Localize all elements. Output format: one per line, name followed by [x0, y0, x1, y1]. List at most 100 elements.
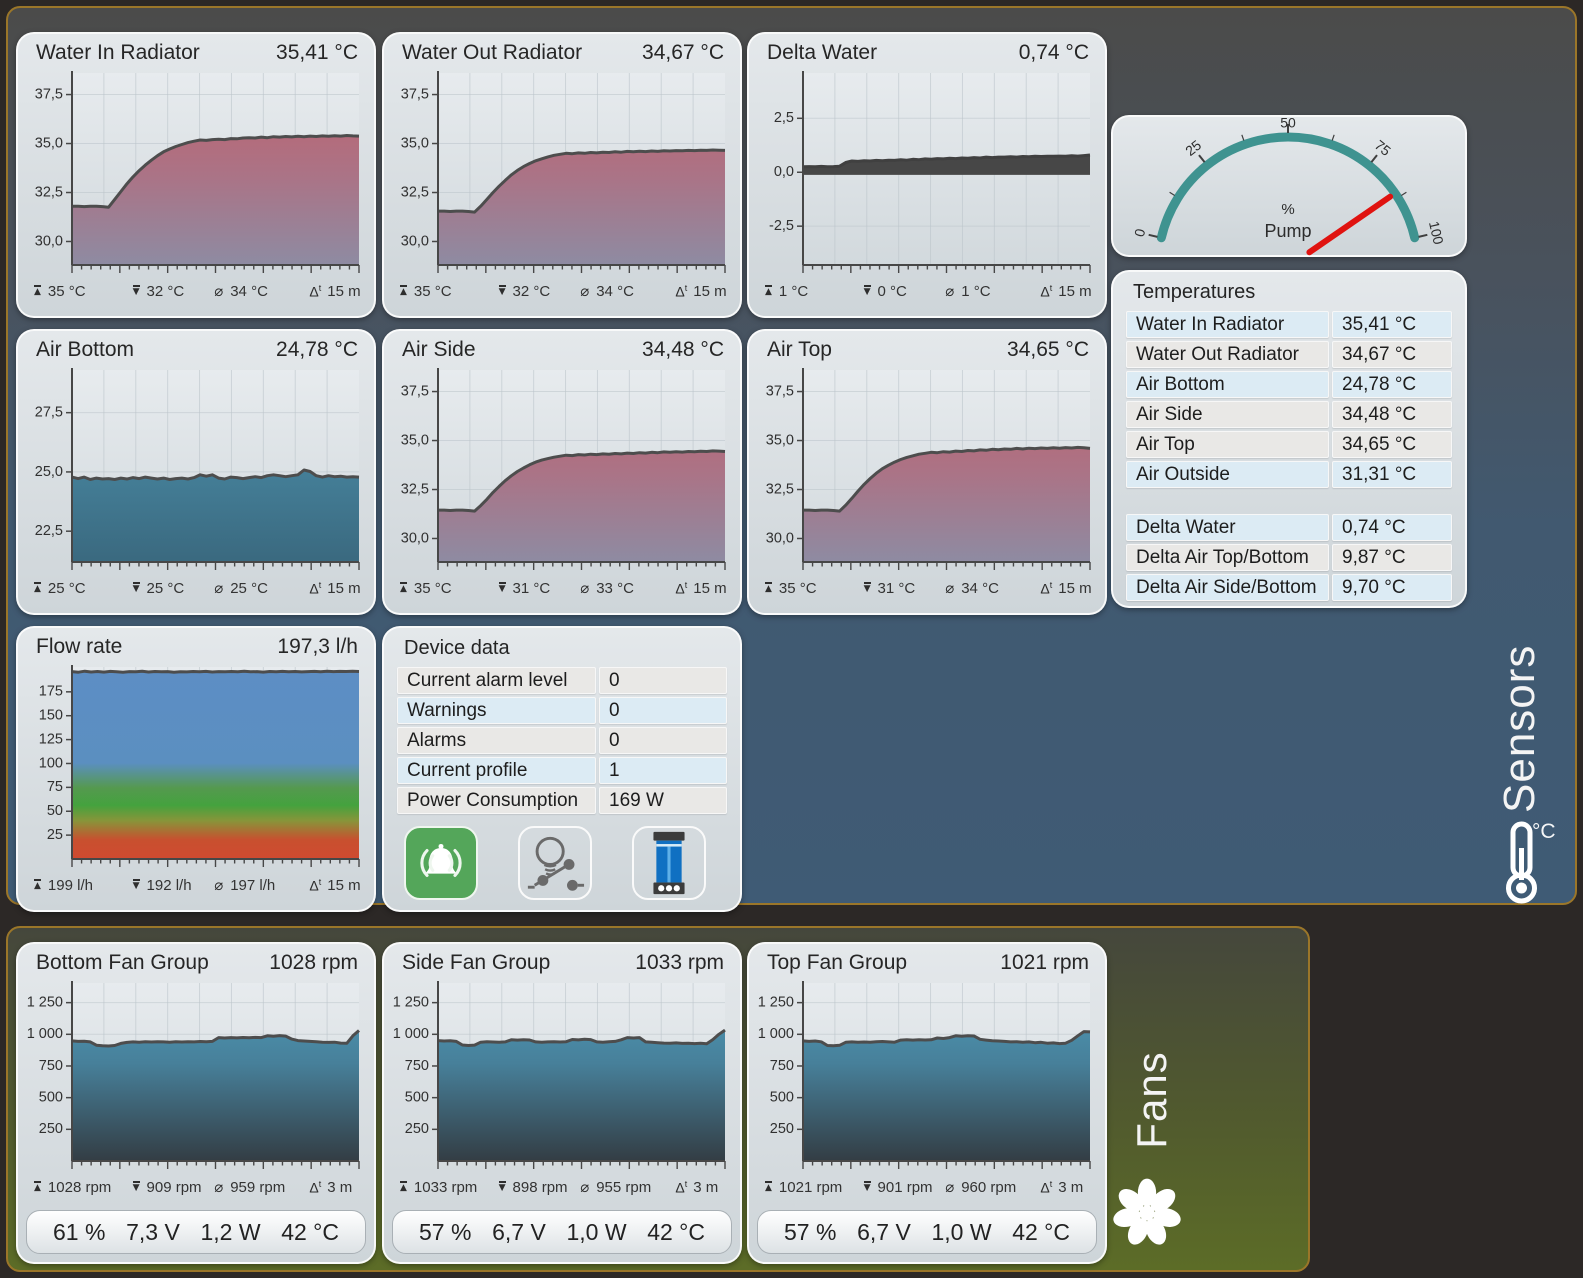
delta-time-icon: Δt — [309, 876, 322, 894]
chart-plot: 1 250 1 000 750 500 250 — [755, 977, 1099, 1175]
svg-text:32,5: 32,5 — [401, 481, 429, 497]
stat-min: ▼ 31 °C — [863, 580, 946, 597]
svg-text:32,5: 32,5 — [35, 184, 63, 200]
stat-max-value: 35 °C — [778, 579, 817, 597]
stat-timespan: Δt 3 m — [1040, 1179, 1105, 1196]
table-row: Delta Air Side/Bottom 9,70 °C — [1126, 574, 1452, 601]
svg-text:0: 0 — [1131, 227, 1148, 238]
table-row: Current alarm level 0 — [397, 667, 727, 694]
chart-stats: ▲ 1033 rpm ▼ 898 rpm ⌀ 955 rpm Δt 3 m — [384, 1175, 740, 1199]
svg-text:2,5: 2,5 — [774, 110, 794, 126]
stat-timespan: Δt 15 m — [1040, 580, 1105, 597]
row-label: Water Out Radiator — [1126, 341, 1329, 368]
stat-timespan-value: 15 m — [693, 579, 727, 597]
stat-max: ▲ 35 °C — [400, 283, 499, 300]
svg-text:25,0: 25,0 — [35, 464, 63, 480]
stat-min: ▼ 898 rpm — [498, 1179, 581, 1196]
chart-title: Delta Water — [767, 41, 878, 64]
chart-plot: 37,5 35,0 32,5 30,0 — [24, 67, 368, 279]
min-icon: ▼ — [863, 285, 871, 297]
min-icon: ▼ — [498, 285, 506, 297]
row-label: Delta Air Side/Bottom — [1126, 574, 1329, 601]
fan-duty-percent: 61 % — [53, 1218, 106, 1245]
stat-avg-value: 197 l/h — [230, 876, 276, 894]
max-icon: ▲ — [765, 285, 772, 297]
chart-current-value: 34,48 °C — [642, 338, 724, 361]
fan-chart-card: Top Fan Group 1021 rpm 1 250 1 000 750 500 2… — [747, 942, 1107, 1264]
delta-time-icon: Δt — [309, 282, 322, 300]
chart-card: Delta Water 0,74 °C 2,5 0,0 -2,5 ▲ 1 °C ▼ 0 … — [747, 32, 1107, 318]
stat-min-value: 0 °C — [877, 282, 907, 300]
fan-summary-bar: 57 % 6,7 V 1,0 W 42 °C — [392, 1210, 732, 1254]
fill-level-button[interactable] — [632, 826, 706, 900]
chart-card: Water In Radiator 35,41 °C 37,5 35,0 32,5 3… — [16, 32, 376, 318]
stat-timespan-value: 3 m — [1058, 1178, 1084, 1196]
chart-current-value: 197,3 l/h — [277, 635, 358, 658]
table-row: Power Consumption 169 W — [397, 787, 727, 814]
svg-text:50: 50 — [47, 803, 63, 819]
chart-current-value: 0,74 °C — [1018, 41, 1089, 64]
chart-stats: ▲ 25 °C ▼ 25 °C ⌀ 25 °C Δt 15 m — [18, 576, 374, 600]
average-icon: ⌀ — [214, 282, 224, 300]
chart-current-value: 34,67 °C — [642, 41, 724, 64]
chart-stats: ▲ 35 °C ▼ 31 °C ⌀ 34 °C Δt 15 m — [749, 576, 1105, 600]
chart-header: Air Top 34,65 °C — [749, 331, 1105, 362]
delta-time-icon: Δt — [675, 1178, 688, 1196]
temperatures-card: Temperatures Water In Radiator 35,41 °C Wa… — [1111, 270, 1467, 608]
delta-time-icon: Δt — [1040, 579, 1053, 597]
chart-header: Flow rate 197,3 l/h — [18, 628, 374, 659]
svg-text:250: 250 — [39, 1121, 63, 1137]
row-value: 34,67 °C — [1332, 341, 1452, 368]
stat-timespan: Δt 15 m — [675, 580, 740, 597]
chart-stats: ▲ 35 °C ▼ 31 °C ⌀ 33 °C Δt 15 m — [384, 576, 740, 600]
delta-time-icon: Δt — [309, 579, 322, 597]
row-value: 9,70 °C — [1332, 574, 1452, 601]
stat-avg: ⌀ 960 rpm — [945, 1178, 1040, 1196]
fan-chart-card: Side Fan Group 1033 rpm 1 250 1 000 750 500… — [382, 942, 742, 1264]
stat-avg: ⌀ 197 l/h — [214, 876, 309, 894]
svg-text:1 000: 1 000 — [27, 1026, 63, 1042]
chart-card: Air Top 34,65 °C 37,5 35,0 32,5 30,0 ▲ 35 °C… — [747, 329, 1107, 615]
chart-title: Side Fan Group — [402, 951, 551, 974]
min-icon: ▼ — [498, 1181, 506, 1193]
chart-current-value: 35,41 °C — [276, 41, 358, 64]
chart-card: Flow rate 197,3 l/h 175 150 125 100 75 50 25 ▲… — [16, 626, 376, 912]
svg-text:30,0: 30,0 — [766, 530, 794, 546]
svg-text:1 000: 1 000 — [758, 1026, 794, 1042]
reservoir-tank-icon — [653, 831, 685, 895]
stat-max-value: 1028 rpm — [47, 1178, 112, 1196]
average-icon: ⌀ — [945, 579, 955, 597]
svg-text:500: 500 — [770, 1089, 794, 1105]
svg-text:100: 100 — [1426, 220, 1447, 247]
table-row: Air Top 34,65 °C — [1126, 431, 1452, 458]
stat-avg-value: 1 °C — [961, 282, 991, 300]
chart-title: Air Top — [767, 338, 832, 361]
stat-avg: ⌀ 34 °C — [945, 579, 1040, 597]
stat-min-value: 909 rpm — [146, 1178, 202, 1196]
svg-text:35,0: 35,0 — [766, 432, 794, 448]
stat-max-value: 199 l/h — [47, 876, 93, 894]
lighting-button[interactable] — [518, 826, 592, 900]
table-row: Air Outside 31,31 °C — [1126, 461, 1452, 488]
stat-min: ▼ 25 °C — [132, 580, 215, 597]
table-row: Alarms 0 — [397, 727, 727, 754]
temperatures-title: Temperatures — [1133, 281, 1256, 303]
stat-timespan: Δt 15 m — [309, 580, 374, 597]
stat-max-value: 35 °C — [413, 282, 452, 300]
alarm-button[interactable] — [404, 826, 478, 900]
stat-max-value: 25 °C — [47, 579, 86, 597]
row-value: 1 — [599, 757, 727, 784]
svg-text:1 000: 1 000 — [393, 1026, 429, 1042]
chart-title: Flow rate — [36, 635, 123, 658]
stat-avg: ⌀ 34 °C — [580, 282, 675, 300]
stat-max: ▲ 1033 rpm — [400, 1179, 499, 1196]
stat-timespan-value: 15 m — [327, 876, 361, 894]
svg-text:1 250: 1 250 — [393, 994, 429, 1010]
fan-power: 1,0 W — [566, 1218, 627, 1245]
average-icon: ⌀ — [214, 1178, 224, 1196]
delta-time-icon: Δt — [1040, 282, 1053, 300]
pump-gauge: 0 25 50 75 100% Pump — [1113, 115, 1465, 260]
max-icon: ▲ — [34, 285, 41, 297]
max-icon: ▲ — [400, 582, 407, 594]
stat-min: ▼ 31 °C — [498, 580, 581, 597]
